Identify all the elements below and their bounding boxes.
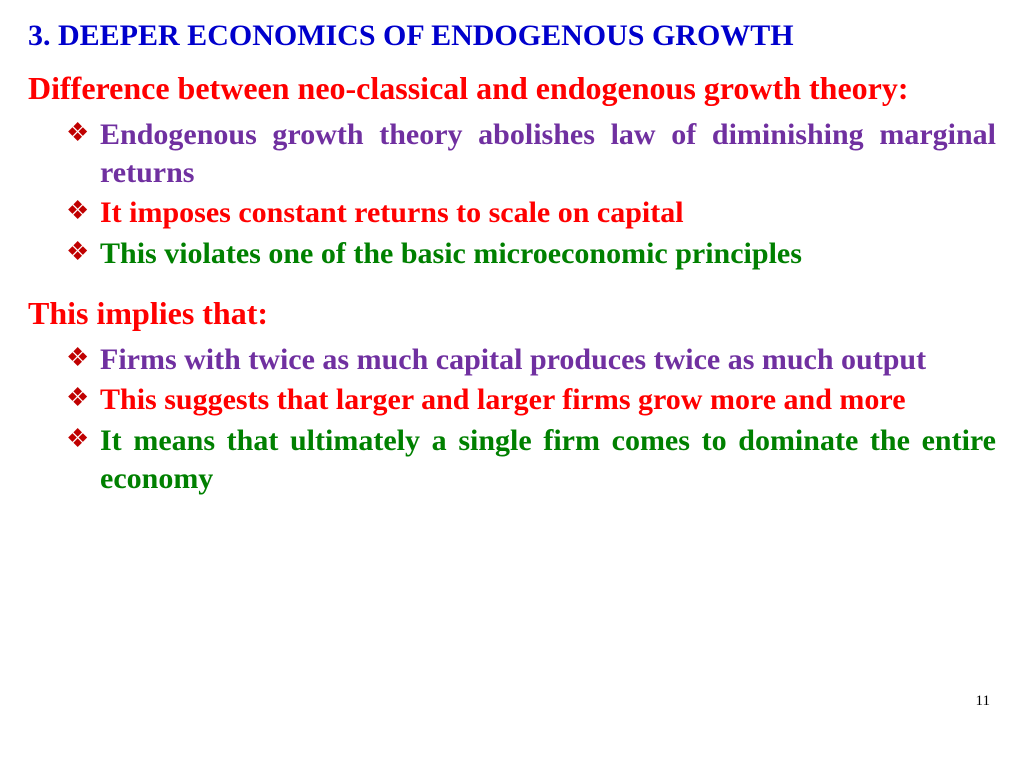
list-item: This suggests that larger and larger fir…: [66, 381, 996, 419]
page-number: 11: [976, 693, 990, 710]
slide-heading: 3. DEEPER ECONOMICS OF ENDOGENOUS GROWTH: [28, 18, 996, 54]
section1-list: Endogenous growth theory abolishes law o…: [28, 116, 996, 274]
section2-subheading: This implies that:: [28, 293, 996, 335]
list-item: Firms with twice as much capital produce…: [66, 341, 996, 379]
section2-list: Firms with twice as much capital produce…: [28, 341, 996, 499]
list-item: It means that ultimately a single firm c…: [66, 422, 996, 499]
section1-subheading: Difference between neo-classical and end…: [28, 68, 996, 110]
slide: 3. DEEPER ECONOMICS OF ENDOGENOUS GROWTH…: [0, 0, 1024, 768]
list-item: It imposes constant returns to scale on …: [66, 194, 996, 232]
list-item: This violates one of the basic microecon…: [66, 235, 996, 273]
list-item: Endogenous growth theory abolishes law o…: [66, 116, 996, 193]
